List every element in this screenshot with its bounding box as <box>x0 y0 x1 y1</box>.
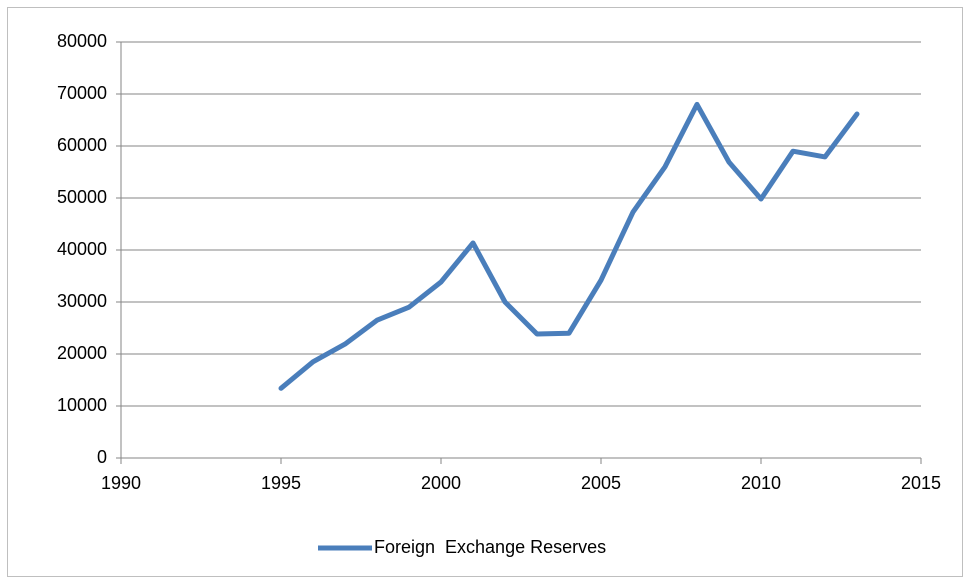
y-tick-label: 50000 <box>57 187 107 207</box>
y-tick-label: 70000 <box>57 83 107 103</box>
line-series <box>278 101 860 391</box>
y-tick-label: 40000 <box>57 239 107 259</box>
x-tick-label: 2015 <box>901 473 941 493</box>
x-tick-label: 2005 <box>581 473 621 493</box>
y-tick-label: 30000 <box>57 291 107 311</box>
x-tick-label: 1995 <box>261 473 301 493</box>
y-tick-label: 60000 <box>57 135 107 155</box>
x-tick-label: 2000 <box>421 473 461 493</box>
legend-label: Foreign Exchange Reserves <box>374 537 606 557</box>
x-tick-label: 2010 <box>741 473 781 493</box>
y-tick-label: 10000 <box>57 395 107 415</box>
x-tick-label: 1990 <box>101 473 141 493</box>
y-tick-label: 20000 <box>57 343 107 363</box>
chart-frame <box>7 7 963 577</box>
y-tick-label: 80000 <box>57 31 107 51</box>
y-tick-label: 0 <box>97 447 107 467</box>
